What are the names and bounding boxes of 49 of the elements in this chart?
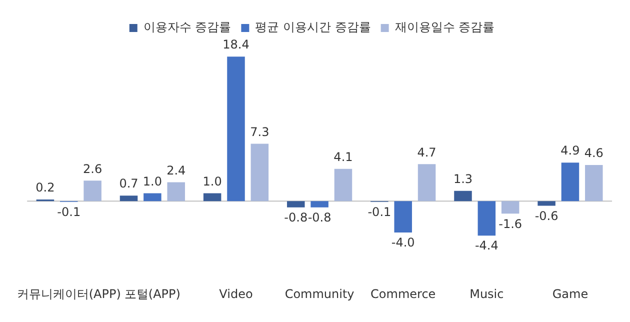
bar xyxy=(561,162,580,202)
data-label: -0.1 xyxy=(368,204,392,219)
legend-label: 평균 이용시간 증감률 xyxy=(255,20,371,34)
data-label: 4.9 xyxy=(560,144,580,158)
x-tick-label: Community xyxy=(284,286,354,301)
data-label: -4.4 xyxy=(474,238,498,253)
data-label: -1.6 xyxy=(498,216,522,231)
data-label: -4.0 xyxy=(391,236,415,250)
bar xyxy=(501,201,520,214)
bar xyxy=(84,180,102,202)
bar xyxy=(478,201,496,236)
data-label: 1.0 xyxy=(202,174,222,188)
data-label: 0.7 xyxy=(119,176,138,191)
x-tick-label: 포털(APP) xyxy=(124,286,180,301)
legend-label: 재이용일수 증감률 xyxy=(394,20,495,34)
bar xyxy=(120,196,138,202)
data-label: 4.7 xyxy=(417,145,436,160)
bar xyxy=(585,164,603,202)
data-label: -0.1 xyxy=(57,204,81,219)
data-label: -0.8 xyxy=(308,210,332,224)
data-label: 0.2 xyxy=(36,180,55,195)
bar xyxy=(227,56,245,202)
bar xyxy=(203,193,222,202)
legend-label: 이용자수 증감률 xyxy=(143,20,232,34)
x-tick-label: Commerce xyxy=(370,286,436,301)
bar xyxy=(394,201,412,232)
data-label: 4.6 xyxy=(584,146,604,160)
data-label: 7.3 xyxy=(250,124,270,139)
x-tick-label: Music xyxy=(470,286,504,301)
bar xyxy=(454,190,472,202)
bar xyxy=(144,193,162,202)
x-tick-label: Video xyxy=(219,286,253,301)
bar xyxy=(310,201,328,208)
bar xyxy=(538,201,556,206)
data-label: 4.1 xyxy=(334,150,353,164)
bar xyxy=(167,182,185,202)
data-label: -0.8 xyxy=(284,210,308,224)
data-label: 18.4 xyxy=(222,38,250,52)
x-tick-label: 커뮤니케이터(APP) xyxy=(16,286,121,301)
bar xyxy=(418,164,436,202)
data-label: 2.6 xyxy=(83,162,102,176)
data-label: 1.3 xyxy=(453,172,473,186)
data-label: 2.4 xyxy=(166,163,186,178)
x-tick-label: Game xyxy=(552,286,588,301)
data-label: -0.6 xyxy=(534,208,558,223)
bar xyxy=(250,144,269,202)
data-label: 1.0 xyxy=(142,174,162,188)
bar xyxy=(287,201,305,208)
bar xyxy=(334,168,352,202)
